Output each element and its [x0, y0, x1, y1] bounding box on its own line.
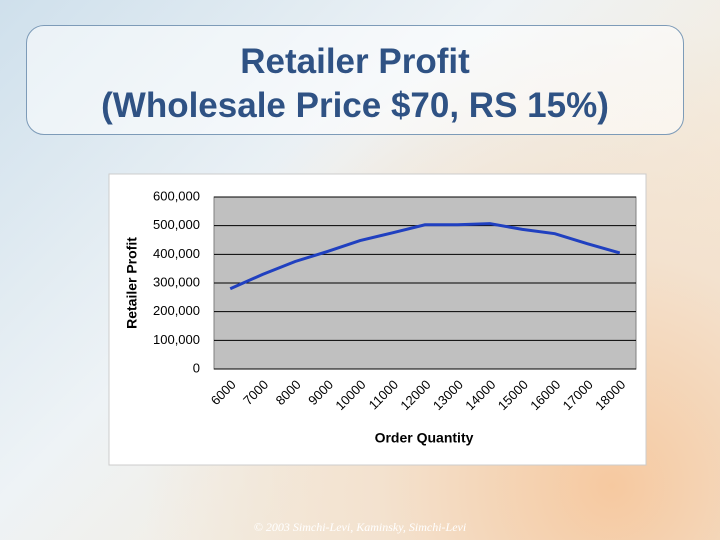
- y-tick-label: 400,000: [153, 246, 200, 261]
- y-tick-label: 100,000: [153, 332, 200, 347]
- x-axis-title: Order Quantity: [375, 430, 474, 446]
- slide-title: (Wholesale Price $70, RS 15%): [101, 86, 609, 125]
- y-tick-label: 500,000: [153, 217, 200, 232]
- y-tick-label: 200,000: [153, 303, 200, 318]
- line-series: [229, 222, 621, 291]
- footer: © 2003 Simchi-Levi, Kaminsky, Simchi-Lev…: [253, 520, 467, 534]
- y-tick-label: 0: [193, 360, 200, 375]
- slide-title: Retailer Profit: [240, 42, 470, 81]
- y-axis-title: Retailer Profit: [124, 237, 140, 329]
- title-box: Retailer Profit (Wholesale Price $70, RS…: [26, 25, 684, 135]
- y-tick-label: 600,000: [153, 188, 200, 203]
- y-tick-label: 300,000: [153, 274, 200, 289]
